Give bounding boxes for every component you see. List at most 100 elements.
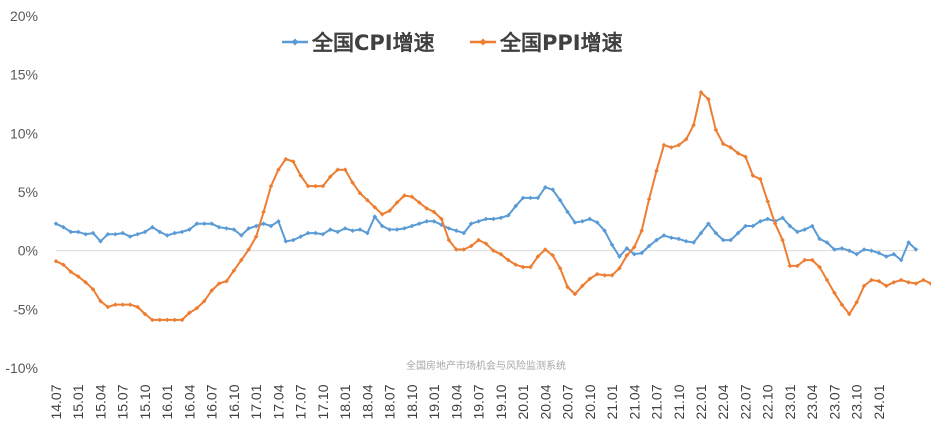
data-point <box>209 288 214 293</box>
data-point <box>394 227 400 232</box>
data-point <box>298 173 303 178</box>
data-point <box>602 273 607 278</box>
data-point <box>639 228 644 234</box>
data-point <box>61 262 66 268</box>
data-point <box>172 317 177 323</box>
data-point <box>491 248 496 253</box>
data-point <box>780 237 785 243</box>
data-point <box>283 156 289 162</box>
y-tick-label: 0% <box>18 243 38 259</box>
data-point <box>239 233 244 238</box>
data-point <box>720 141 726 147</box>
x-tick-label: 21.07 <box>649 384 665 419</box>
data-point <box>565 209 570 215</box>
data-point <box>698 89 704 95</box>
data-point <box>491 216 496 222</box>
data-point <box>876 250 882 256</box>
x-tick-label: 19.10 <box>493 384 509 419</box>
series-layer <box>53 89 931 323</box>
data-point <box>454 228 459 234</box>
data-point <box>876 278 882 284</box>
data-point <box>290 237 296 243</box>
data-point <box>127 234 133 239</box>
data-point <box>846 311 852 317</box>
x-tick-label: 22.01 <box>693 384 709 419</box>
data-point <box>387 227 392 232</box>
y-axis: -10% -5% 0% 5% 10% 15% 20% <box>5 8 916 376</box>
data-point <box>320 183 326 189</box>
data-point <box>706 97 711 102</box>
data-point <box>669 235 674 241</box>
data-point <box>268 183 274 189</box>
data-point <box>580 283 585 289</box>
data-point <box>839 302 845 307</box>
data-point <box>861 283 867 289</box>
data-point <box>520 195 526 201</box>
data-point <box>735 230 741 236</box>
data-point <box>765 199 771 204</box>
data-point <box>276 167 281 173</box>
watermark: 全国房地产市场机会与风险监测系统 <box>406 359 566 372</box>
data-point <box>580 219 585 224</box>
data-point <box>587 276 593 282</box>
data-point <box>750 223 756 229</box>
data-point <box>194 305 200 311</box>
data-point <box>483 216 489 222</box>
data-point <box>809 257 815 263</box>
data-point <box>179 229 185 235</box>
data-point <box>424 206 429 211</box>
data-point <box>884 254 889 259</box>
data-point <box>654 237 659 243</box>
data-point <box>898 277 904 283</box>
data-point <box>884 283 889 289</box>
series-line <box>55 186 917 262</box>
x-tick-label: 20.07 <box>560 384 576 419</box>
data-point <box>328 227 333 232</box>
data-point <box>528 264 533 270</box>
data-point <box>372 204 378 210</box>
x-tick-label: 18.01 <box>337 384 353 419</box>
legend-marker <box>291 38 299 46</box>
data-point <box>735 150 741 156</box>
data-point <box>164 317 170 323</box>
data-point <box>646 196 652 202</box>
data-point <box>802 227 808 232</box>
data-point <box>817 264 822 270</box>
data-point <box>891 251 897 257</box>
series-cpi <box>53 185 919 263</box>
data-point <box>283 238 289 244</box>
x-tick-label: 18.04 <box>359 384 375 419</box>
x-tick-label: 16.10 <box>226 384 242 419</box>
y-tick-label: -10% <box>5 360 38 376</box>
data-point <box>787 263 793 269</box>
x-tick-label: 22.04 <box>715 384 731 419</box>
legend-label: 全国CPI增速 <box>311 31 435 55</box>
data-point <box>209 221 214 226</box>
y-tick-label: 10% <box>10 125 38 141</box>
data-point <box>624 253 630 258</box>
data-point <box>468 221 474 226</box>
data-point <box>194 221 200 226</box>
data-point <box>787 223 793 229</box>
data-point <box>639 250 644 256</box>
data-point <box>98 298 103 304</box>
data-point <box>720 237 726 243</box>
data-point <box>409 194 415 199</box>
data-point <box>53 258 59 264</box>
x-tick-label: 22.10 <box>760 384 776 419</box>
data-point <box>691 240 696 245</box>
x-tick-label: 17.07 <box>293 384 309 419</box>
data-point <box>224 278 229 284</box>
x-tick-label: 22.07 <box>737 384 753 419</box>
data-point <box>416 200 422 205</box>
x-tick-label: 16.04 <box>181 384 197 419</box>
data-point <box>832 290 837 296</box>
data-point <box>246 247 252 252</box>
x-tick-label: 23.01 <box>782 384 798 419</box>
data-point <box>328 174 333 180</box>
data-point <box>216 281 222 286</box>
y-tick-label: 15% <box>10 67 38 83</box>
data-point <box>505 213 511 218</box>
data-point <box>439 216 444 222</box>
